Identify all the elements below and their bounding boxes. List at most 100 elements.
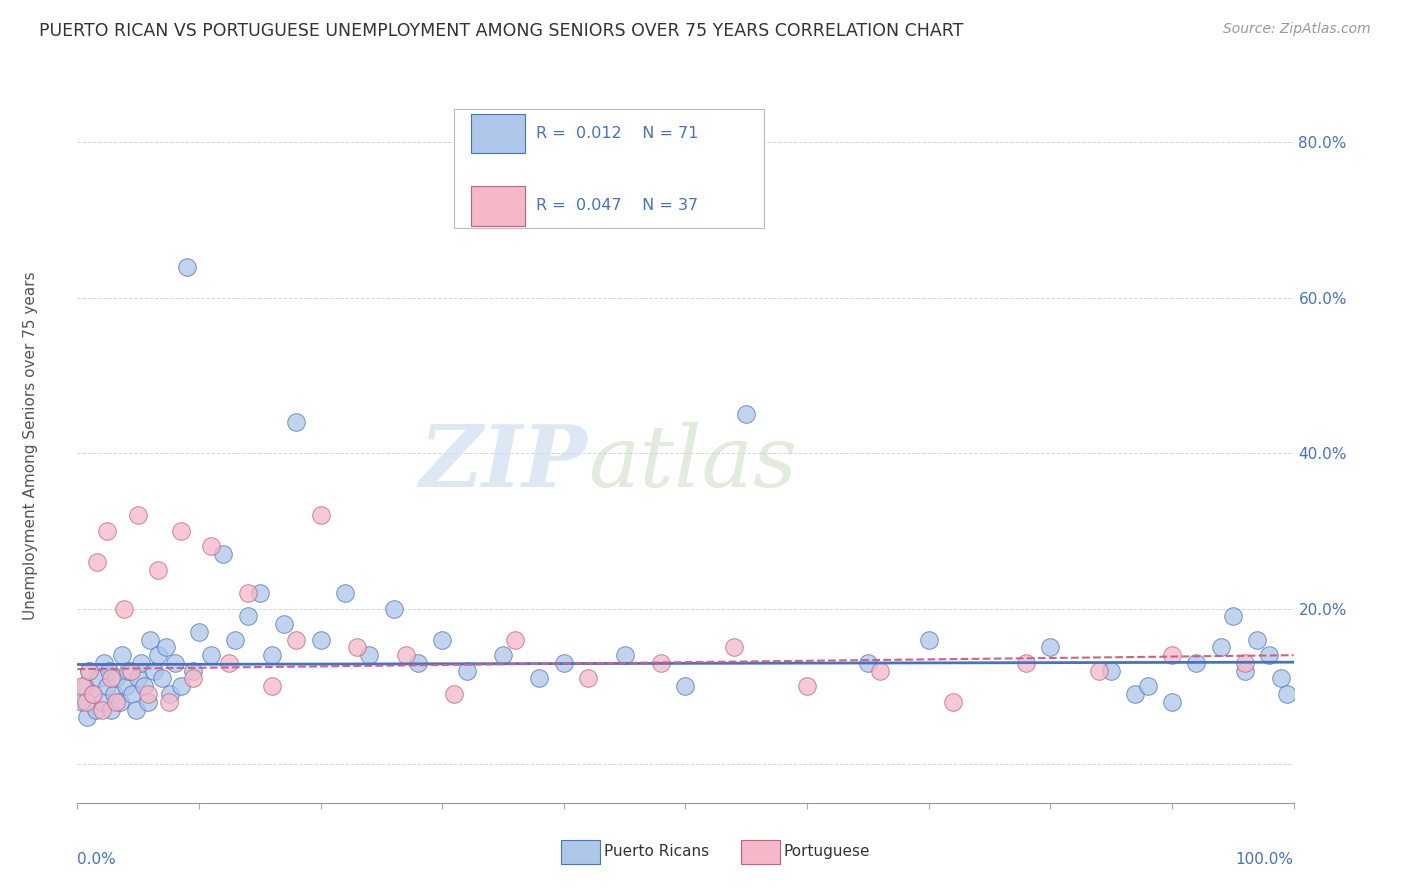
Point bbox=[430, 632, 453, 647]
Point bbox=[796, 679, 818, 693]
Point bbox=[73, 679, 96, 693]
Point bbox=[76, 710, 98, 724]
Point bbox=[115, 679, 138, 693]
Point bbox=[260, 648, 283, 663]
Point bbox=[735, 408, 758, 422]
Point bbox=[576, 672, 599, 686]
Point bbox=[359, 648, 381, 663]
Point bbox=[129, 656, 152, 670]
Point bbox=[105, 695, 128, 709]
Point bbox=[382, 601, 405, 615]
Point bbox=[79, 664, 101, 678]
Text: 100.0%: 100.0% bbox=[1236, 852, 1294, 867]
Point bbox=[1246, 632, 1268, 647]
Point bbox=[406, 656, 429, 670]
Point bbox=[503, 632, 526, 647]
Point bbox=[89, 672, 111, 686]
Point bbox=[127, 672, 149, 686]
Point bbox=[1161, 648, 1184, 663]
Point bbox=[117, 664, 139, 678]
Point bbox=[333, 586, 356, 600]
Point bbox=[1209, 640, 1232, 655]
Point bbox=[1125, 687, 1147, 701]
Point bbox=[443, 687, 465, 701]
Text: ZIP: ZIP bbox=[420, 421, 588, 505]
Point bbox=[236, 609, 259, 624]
Text: R =  0.012    N = 71: R = 0.012 N = 71 bbox=[536, 126, 699, 141]
Point bbox=[1039, 640, 1062, 655]
Point bbox=[112, 601, 135, 615]
Point bbox=[79, 664, 101, 678]
Point bbox=[309, 508, 332, 523]
Point bbox=[1088, 664, 1111, 678]
Point bbox=[159, 687, 181, 701]
Point bbox=[1136, 679, 1159, 693]
Point bbox=[200, 540, 222, 554]
Point bbox=[127, 508, 149, 523]
Point bbox=[456, 664, 478, 678]
Point bbox=[86, 555, 108, 569]
Point bbox=[1185, 656, 1208, 670]
Point bbox=[285, 415, 308, 429]
Point bbox=[170, 524, 193, 538]
Point bbox=[273, 617, 295, 632]
Point bbox=[146, 648, 169, 663]
Point bbox=[181, 664, 204, 678]
Text: Unemployment Among Seniors over 75 years: Unemployment Among Seniors over 75 years bbox=[24, 272, 38, 620]
Point bbox=[869, 664, 891, 678]
Point bbox=[146, 563, 169, 577]
Point bbox=[212, 547, 235, 561]
Point bbox=[134, 679, 156, 693]
Point bbox=[181, 672, 204, 686]
Point bbox=[136, 695, 159, 709]
Point bbox=[70, 679, 93, 693]
Text: Puerto Ricans: Puerto Ricans bbox=[605, 845, 709, 859]
Point bbox=[553, 656, 575, 670]
Point bbox=[1233, 656, 1256, 670]
Point bbox=[84, 702, 107, 716]
Text: PUERTO RICAN VS PORTUGUESE UNEMPLOYMENT AMONG SENIORS OVER 75 YEARS CORRELATION : PUERTO RICAN VS PORTUGUESE UNEMPLOYMENT … bbox=[39, 22, 963, 40]
Point bbox=[70, 695, 93, 709]
Text: R =  0.047    N = 37: R = 0.047 N = 37 bbox=[536, 199, 697, 213]
Point bbox=[346, 640, 368, 655]
Point bbox=[121, 687, 143, 701]
Point bbox=[492, 648, 515, 663]
Point bbox=[1161, 695, 1184, 709]
Point bbox=[105, 672, 128, 686]
FancyBboxPatch shape bbox=[741, 839, 780, 864]
Text: Source: ZipAtlas.com: Source: ZipAtlas.com bbox=[1223, 22, 1371, 37]
Point bbox=[125, 702, 148, 716]
Point bbox=[90, 702, 112, 716]
Point bbox=[1277, 687, 1299, 701]
Point bbox=[142, 664, 165, 678]
Text: atlas: atlas bbox=[588, 422, 797, 505]
Point bbox=[152, 672, 174, 686]
Point bbox=[103, 687, 125, 701]
Point bbox=[260, 679, 283, 693]
Point bbox=[1099, 664, 1122, 678]
Point bbox=[1270, 672, 1292, 686]
Point bbox=[163, 656, 186, 670]
Point bbox=[942, 695, 965, 709]
Point bbox=[82, 687, 104, 701]
Point bbox=[218, 656, 240, 670]
Point bbox=[111, 648, 134, 663]
Point bbox=[650, 656, 672, 670]
Point bbox=[723, 640, 745, 655]
Point bbox=[395, 648, 418, 663]
Point bbox=[97, 664, 120, 678]
Text: 0.0%: 0.0% bbox=[77, 852, 117, 867]
Point bbox=[529, 672, 551, 686]
Point bbox=[309, 632, 332, 647]
Point bbox=[157, 695, 180, 709]
FancyBboxPatch shape bbox=[561, 839, 600, 864]
Text: Portuguese: Portuguese bbox=[785, 845, 870, 859]
Point bbox=[80, 687, 103, 701]
Point bbox=[90, 695, 112, 709]
Point bbox=[200, 648, 222, 663]
Point bbox=[108, 695, 131, 709]
Point bbox=[856, 656, 879, 670]
Point bbox=[188, 624, 211, 639]
Point bbox=[75, 695, 97, 709]
Point bbox=[249, 586, 271, 600]
